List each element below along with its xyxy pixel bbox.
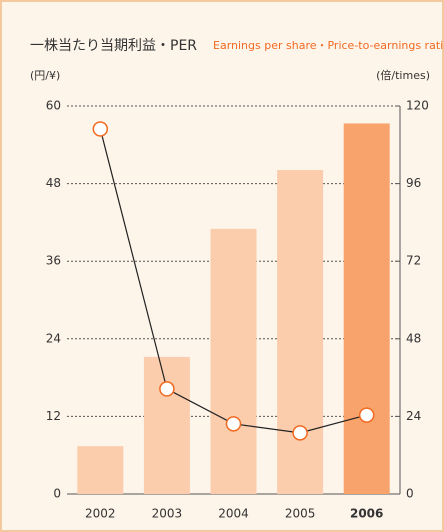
x-tick-label: 2003 bbox=[152, 507, 183, 521]
y-tick-label: 48 bbox=[46, 176, 61, 190]
line-marker bbox=[159, 381, 175, 397]
y-tick-label: 60 bbox=[46, 99, 61, 113]
y-axis-label: (円/¥) bbox=[30, 69, 60, 82]
line-marker bbox=[292, 425, 308, 441]
bar bbox=[277, 170, 324, 494]
chart-title: 一株当たり当期利益・PER bbox=[30, 38, 197, 54]
line-marker bbox=[358, 407, 375, 423]
bar bbox=[143, 356, 190, 494]
y2-tick-label: 72 bbox=[406, 254, 421, 268]
y2-tick-label: 24 bbox=[406, 409, 421, 423]
y2-tick-label: 120 bbox=[406, 99, 429, 113]
y2-tick-label: 96 bbox=[406, 176, 421, 190]
x-tick-label: 2004 bbox=[218, 507, 249, 521]
y-tick-label: 36 bbox=[46, 254, 61, 268]
line-marker bbox=[225, 416, 242, 432]
bar bbox=[343, 123, 390, 495]
chart-subtitle: Earnings per share・Price-to-earnings rat… bbox=[213, 39, 444, 52]
x-tick-label: 2005 bbox=[285, 507, 316, 521]
y2-tick-label: 0 bbox=[406, 487, 414, 501]
x-tick-label: 2006 bbox=[350, 507, 383, 521]
bar bbox=[77, 446, 124, 494]
y2-axis-label: (倍/times) bbox=[376, 68, 430, 82]
bar bbox=[210, 228, 257, 494]
y-tick-label: 24 bbox=[46, 331, 61, 345]
y2-tick-label: 48 bbox=[406, 331, 421, 345]
y-tick-label: 12 bbox=[46, 409, 61, 423]
x-tick-label: 2002 bbox=[85, 507, 116, 521]
y-tick-label: 0 bbox=[53, 487, 61, 501]
line-marker bbox=[92, 121, 109, 137]
